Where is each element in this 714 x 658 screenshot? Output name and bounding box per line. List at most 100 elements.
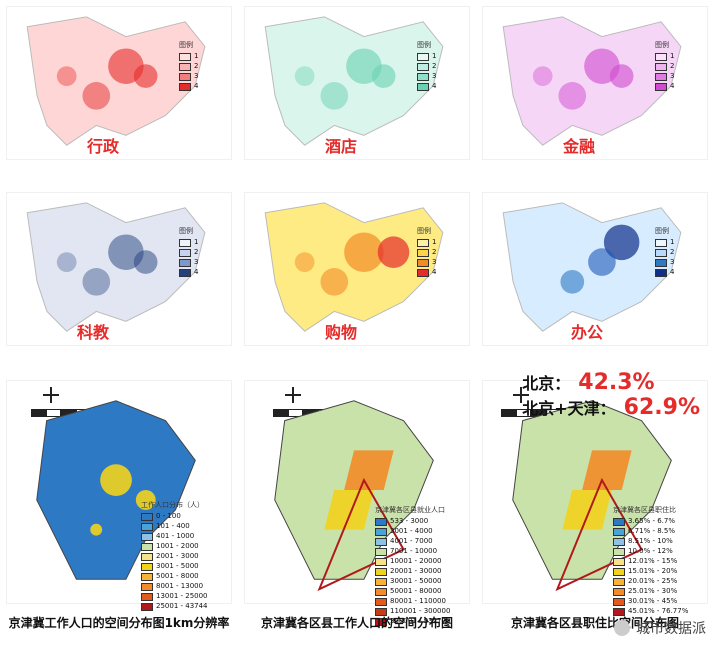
swatch: [655, 258, 667, 267]
swatch: [141, 592, 153, 601]
legend-row: 45.01% - 76.77%: [613, 607, 699, 616]
legend-row: 401 - 1000: [141, 532, 221, 541]
swatch: [613, 597, 625, 606]
legend-item: 3001 - 4000: [390, 527, 433, 535]
legend-item: 8001 - 13000: [156, 582, 204, 590]
legend-item: 2: [194, 248, 199, 256]
legend-row: 2: [179, 248, 225, 257]
swatch: [375, 617, 387, 626]
legend-row: 2: [179, 62, 225, 71]
swatch: [613, 537, 625, 546]
legend-item: 4001 - 7000: [390, 537, 433, 545]
swatch: [613, 577, 625, 586]
swatch: [141, 602, 153, 611]
map-panel-education: 科教 图例 1 2 3 4: [6, 192, 232, 346]
legend-row: 3: [655, 258, 701, 267]
map-title: 京津冀工作人口的空间分布图1km分辨率: [8, 616, 230, 630]
label-hotel: 酒店: [325, 137, 358, 156]
legend-item: 5001 - 8000: [156, 572, 199, 580]
legend-item: 4: [194, 82, 199, 90]
swatch: [375, 547, 387, 556]
swatch: [613, 607, 625, 616]
legend-row: 1: [655, 238, 701, 247]
swatch: [141, 552, 153, 561]
legend-row: 4: [179, 268, 225, 277]
swatch: [417, 268, 429, 277]
legend-item: 50001 - 80000: [390, 587, 442, 595]
shopping-map: [264, 202, 444, 332]
swatch: [179, 238, 191, 247]
legend-item: 2: [670, 62, 675, 70]
legend-finance: 图例 1 2 3 4: [655, 41, 701, 92]
legend-row: 101 - 400: [141, 522, 221, 531]
legend-title: 图例: [179, 41, 193, 49]
legend-item: 4: [432, 82, 437, 90]
swatch: [417, 82, 429, 91]
swatch: [655, 52, 667, 61]
office-map: [502, 202, 682, 332]
label-finance: 金融: [563, 137, 596, 156]
legend-item: 10001 - 20000: [390, 557, 442, 565]
legend-row: 3001 - 4000: [375, 527, 461, 536]
legend-title: 图例: [417, 227, 431, 235]
map-panel-finance: 金融 图例 1 2 3 4: [482, 6, 708, 160]
legend-row: 80001 - 110000: [375, 597, 461, 606]
swatch: [417, 258, 429, 267]
legend-item: 13001 - 25000: [156, 592, 208, 600]
swatch: [141, 562, 153, 571]
legend-row: 13001 - 25000: [141, 592, 221, 601]
legend-item: 25.01% - 30%: [628, 587, 678, 595]
swatch: [655, 248, 667, 257]
legend-row: 1: [179, 238, 225, 247]
legend-item: 1: [194, 52, 199, 60]
legend-row: 4: [417, 82, 463, 91]
watermark-text: 城市数据派: [636, 621, 706, 637]
legend-title: 京津冀各区县就业人口: [375, 506, 445, 514]
label-office: 办公: [571, 323, 604, 342]
legend-item: 2: [432, 62, 437, 70]
legend-row: 3: [417, 258, 463, 267]
legend-item: 1: [670, 52, 675, 60]
legend-item: 12.01% - 15%: [628, 557, 678, 565]
legend-row: 3: [655, 72, 701, 81]
swatch: [417, 238, 429, 247]
legend-item: 101 - 400: [156, 522, 190, 530]
legend-item: 45.01% - 76.77%: [628, 607, 689, 615]
legend-row: 10001 - 20000: [375, 557, 461, 566]
finance-map: [502, 16, 682, 146]
legend-work-pop-1km: 工作人口分布（人） 0 - 100 101 - 400 401 - 1000 1…: [141, 501, 221, 612]
north-arrow-icon: [285, 387, 301, 403]
wechat-icon: [614, 620, 630, 636]
map-panel-job-housing-ratio: 京津冀各区县职住比 3.65% - 6.7% 6.71% - 8.5% 8.51…: [482, 380, 708, 630]
legend-item: 1001 - 2000: [156, 542, 199, 550]
swatch: [179, 258, 191, 267]
legend-row: 4: [655, 268, 701, 277]
map-panel-work-pop-1km: 工作人口分布（人） 0 - 100 101 - 400 401 - 1000 1…: [6, 380, 232, 630]
legend-title: 图例: [417, 41, 431, 49]
swatch: [417, 248, 429, 257]
hotel-map: [264, 16, 444, 146]
legend-item: 3: [432, 72, 437, 80]
legend-row: 3001 - 5000: [141, 562, 221, 571]
legend-job-housing: 京津冀各区县职住比 3.65% - 6.7% 6.71% - 8.5% 8.51…: [613, 506, 699, 617]
map-panel-office: 办公 图例 1 2 3 4: [482, 192, 708, 346]
legend-education: 图例 1 2 3 4: [179, 227, 225, 278]
swatch: [375, 587, 387, 596]
legend-row: 2: [655, 62, 701, 71]
admin-map: [26, 16, 206, 146]
legend-row: 110001 - 300000: [375, 607, 461, 616]
legend-item: 30.01% - 45%: [628, 597, 678, 605]
legend-row: 4: [417, 268, 463, 277]
legend-row: 15.01% - 20%: [613, 567, 699, 576]
legend-title: 图例: [179, 227, 193, 235]
legend-title: 图例: [655, 227, 669, 235]
legend-row: 1: [417, 238, 463, 247]
legend-title: 京津冀各区县职住比: [613, 506, 676, 514]
watermark: 城市数据派: [614, 618, 706, 638]
legend-item: 110001 - 300000: [390, 607, 451, 615]
legend-row: 20001 - 30000: [375, 567, 461, 576]
work-pop-1km-map: [36, 400, 196, 580]
legend-row: 1: [655, 52, 701, 61]
legend-hotel: 图例 1 2 3 4: [417, 41, 463, 92]
legend-row: 3: [179, 258, 225, 267]
